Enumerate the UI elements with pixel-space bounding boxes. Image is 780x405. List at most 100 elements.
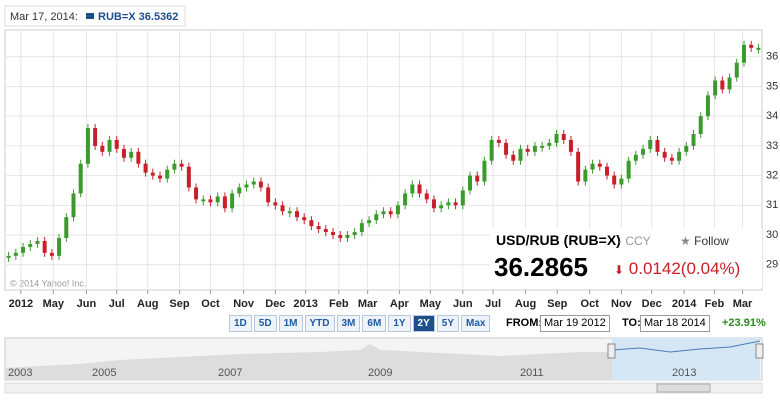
candle bbox=[93, 128, 98, 146]
candle bbox=[352, 232, 357, 236]
candle bbox=[215, 196, 220, 203]
candle bbox=[114, 139, 119, 149]
candle bbox=[439, 205, 444, 209]
candle bbox=[165, 169, 170, 179]
x-tick-label: Jun bbox=[77, 298, 97, 310]
candle bbox=[561, 134, 566, 140]
quote-change-value: 0.0142(0.04%) bbox=[628, 259, 741, 278]
x-tick-label: Sep bbox=[169, 298, 189, 310]
candle bbox=[71, 193, 76, 218]
candle bbox=[49, 252, 54, 256]
candle bbox=[633, 154, 638, 161]
candle bbox=[525, 148, 530, 152]
y-tick-label: 34 bbox=[766, 110, 778, 122]
plot-frame bbox=[4, 29, 763, 291]
quote-name: USD/RUB (RUB=X) bbox=[496, 232, 621, 248]
navigator-handle[interactable] bbox=[755, 343, 764, 359]
candle bbox=[590, 163, 595, 170]
x-tick-label: May bbox=[43, 298, 65, 310]
candle bbox=[727, 77, 732, 90]
candle bbox=[583, 169, 588, 182]
candle bbox=[158, 175, 163, 179]
candle bbox=[568, 139, 573, 152]
x-tick-label: Jul bbox=[109, 298, 125, 310]
from-input[interactable]: Mar 19 2012 bbox=[540, 315, 610, 332]
x-tick-label: Aug bbox=[515, 298, 536, 310]
candle bbox=[475, 175, 480, 182]
candle bbox=[612, 175, 617, 185]
range-button[interactable]: 2Y bbox=[412, 315, 435, 332]
x-tick-label: Oct bbox=[581, 298, 600, 310]
candle bbox=[230, 193, 235, 209]
navigator-year: 2007 bbox=[218, 367, 242, 379]
to-input[interactable]: Mar 18 2014 bbox=[640, 315, 710, 332]
range-button[interactable]: 5D bbox=[253, 315, 277, 332]
scrollbar[interactable] bbox=[4, 382, 763, 394]
candle bbox=[258, 181, 263, 188]
range-button[interactable]: 1D bbox=[229, 315, 252, 332]
header-date: Mar 17, 2014: bbox=[10, 11, 78, 23]
candle bbox=[266, 187, 271, 203]
navigator-selection bbox=[612, 338, 760, 380]
quote-price: 36.2865 bbox=[494, 252, 588, 282]
candle bbox=[403, 193, 408, 206]
range-button[interactable]: YTD bbox=[304, 315, 335, 332]
candle bbox=[713, 80, 718, 96]
candle bbox=[186, 166, 191, 188]
scrollbar-thumb[interactable] bbox=[656, 383, 711, 393]
candle bbox=[489, 139, 494, 161]
candle bbox=[453, 202, 458, 206]
candle bbox=[280, 205, 285, 212]
from-label: FROM: bbox=[506, 317, 543, 329]
navigator-year: 2005 bbox=[92, 367, 116, 379]
candle bbox=[576, 151, 581, 182]
follow[interactable]: ★ Follow bbox=[680, 234, 729, 248]
candle bbox=[107, 139, 112, 152]
candle bbox=[179, 163, 184, 167]
candle bbox=[42, 240, 47, 253]
range-button[interactable]: 6M bbox=[362, 315, 387, 332]
header-box bbox=[4, 5, 186, 27]
candle bbox=[648, 139, 653, 149]
range-button[interactable]: 1M bbox=[278, 315, 303, 332]
range-button[interactable]: 3M bbox=[336, 315, 361, 332]
candle bbox=[619, 178, 624, 185]
navigator-year: 2011 bbox=[520, 367, 544, 379]
candle bbox=[78, 163, 83, 194]
follow-label[interactable]: Follow bbox=[694, 234, 729, 248]
candle bbox=[345, 235, 350, 238]
x-tick-label: 2013 bbox=[293, 298, 317, 310]
y-tick-label: 33 bbox=[766, 140, 778, 152]
candle bbox=[100, 145, 105, 152]
candle bbox=[129, 151, 134, 158]
navigator-year: 2003 bbox=[8, 367, 32, 379]
range-button[interactable]: Max bbox=[461, 315, 491, 332]
x-tick-label: Dec bbox=[265, 298, 285, 310]
candle bbox=[136, 151, 141, 164]
x-tick-label: Mar bbox=[733, 298, 753, 310]
navigator-handle[interactable] bbox=[607, 343, 616, 359]
candle bbox=[417, 184, 422, 194]
watermark: © 2014 Yahoo! Inc. bbox=[10, 278, 86, 288]
quote-type: - CCY bbox=[618, 234, 651, 248]
candle bbox=[669, 157, 674, 161]
candle bbox=[21, 246, 26, 253]
y-tick-label: 29 bbox=[766, 259, 778, 271]
range-button[interactable]: 5Y bbox=[436, 315, 460, 332]
candle bbox=[244, 184, 249, 188]
candle bbox=[85, 128, 90, 164]
x-tick-label: Aug bbox=[137, 298, 158, 310]
to-label: TO: bbox=[622, 317, 641, 329]
candle bbox=[367, 220, 372, 224]
candle bbox=[309, 220, 314, 227]
candle bbox=[698, 116, 703, 134]
candle bbox=[705, 95, 710, 117]
legend-swatch bbox=[86, 13, 94, 19]
range-button[interactable]: 1Y bbox=[388, 315, 411, 332]
candle bbox=[468, 175, 473, 191]
x-tick-label: Feb bbox=[705, 298, 725, 310]
candle bbox=[662, 151, 667, 158]
candle bbox=[57, 238, 62, 256]
candle bbox=[604, 166, 609, 176]
